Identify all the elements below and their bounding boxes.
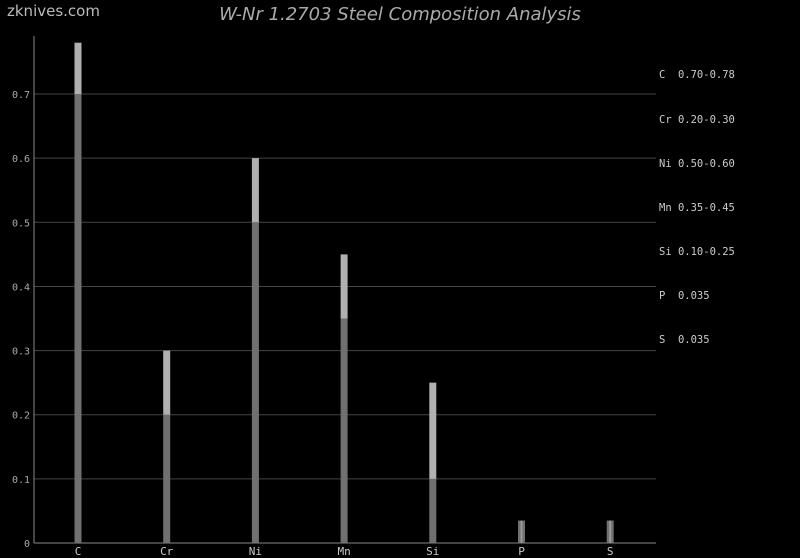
legend-entry: S 0.035 (659, 334, 710, 347)
x-tick-label: Ni (249, 545, 262, 558)
bar-range-Ni (251, 158, 259, 223)
bar-highlight-P (520, 520, 523, 543)
bar-min-Cr (163, 414, 171, 543)
bar-min-Mn (340, 318, 348, 543)
y-tick-label: 0.7 (12, 90, 30, 101)
y-tick-label: 0.3 (12, 347, 30, 358)
x-tick-label: S (607, 545, 614, 558)
bar-range-Mn (340, 254, 348, 319)
y-tick-label: 0.6 (12, 154, 30, 165)
x-tick-label: Cr (160, 545, 174, 558)
x-tick-label: C (75, 545, 82, 558)
bar-min-Ni (251, 222, 259, 544)
y-tick-label: 0.4 (12, 282, 30, 293)
bar-range-Cr (163, 350, 171, 415)
bar-min-C (74, 94, 82, 544)
bar-range-Si (429, 382, 437, 479)
legend-entry: Mn 0.35-0.45 (659, 201, 735, 214)
bar-min-Si (429, 478, 437, 543)
brand-logo: zknives.com (7, 2, 100, 20)
y-tick-label: 0.5 (12, 218, 30, 229)
bar-highlight-S (609, 520, 612, 543)
legend-entry: C 0.70-0.78 (659, 69, 735, 82)
y-tick-label: 0.2 (12, 411, 30, 422)
legend-entry: Si 0.10-0.25 (659, 245, 735, 258)
y-tick-label: 0 (24, 539, 30, 550)
legend-entry: Ni 0.50-0.60 (659, 157, 735, 170)
x-tick-label: Mn (337, 545, 350, 558)
chart-title: W-Nr 1.2703 Steel Composition Analysis (219, 4, 581, 25)
x-tick-label: P (518, 545, 525, 558)
x-tick-label: Si (426, 545, 439, 558)
y-tick-label: 0.1 (12, 475, 30, 486)
bar-range-C (74, 42, 82, 95)
legend: C 0.70-0.78 Cr 0.20-0.30 Ni 0.50-0.60 Mn… (659, 39, 735, 377)
legend-entry: P 0.035 (659, 289, 710, 302)
legend-entry: Cr 0.20-0.30 (659, 113, 735, 126)
